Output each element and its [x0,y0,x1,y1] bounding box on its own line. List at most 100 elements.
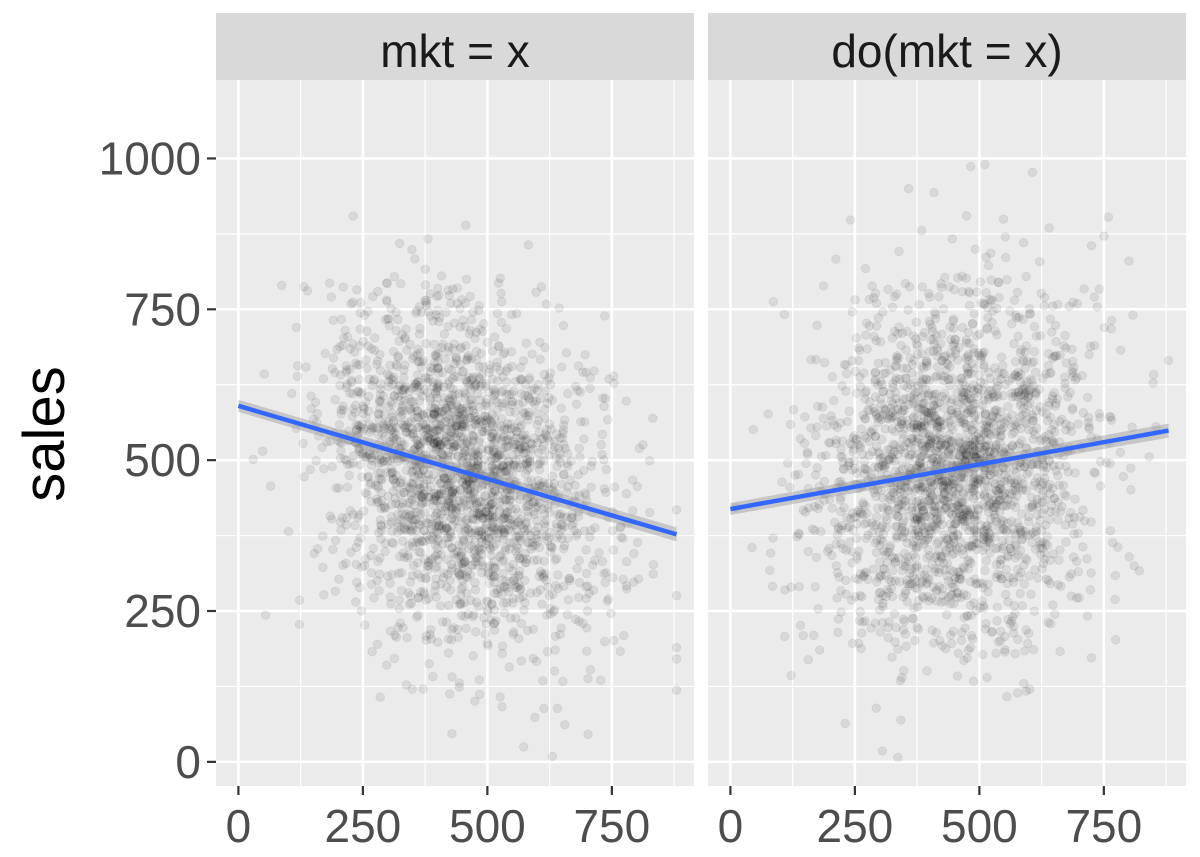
scatter-point [436,523,447,534]
scatter-point [492,308,503,319]
scatter-point [1095,456,1106,467]
scatter-point [439,568,449,578]
facet-strip-label: do(mkt = x) [831,25,1062,77]
scatter-point [960,436,971,446]
scatter-point [392,518,403,528]
scatter-point [291,322,302,333]
scatter-point [497,401,508,412]
scatter-point [1051,336,1061,347]
scatter-point [462,378,473,389]
scatter-point [890,361,900,371]
scatter-point [341,558,351,569]
scatter-point [469,450,479,461]
scatter-point [423,432,434,443]
scatter-point [968,676,979,686]
scatter-point [1073,419,1083,429]
scatter-point [466,353,477,364]
scatter-point [556,403,567,414]
scatter-point [944,417,954,427]
scatter-point [287,388,297,399]
scatter-point [545,609,556,619]
scatter-point [1066,569,1076,579]
scatter-point [432,442,442,453]
scatter-point [441,436,452,447]
scatter-point [497,648,508,659]
scatter-point [416,516,427,527]
scatter-point [780,585,790,595]
scatter-point [1110,570,1121,581]
scatter-point [817,402,828,412]
scatter-point [421,297,432,308]
scatter-point [411,612,422,622]
scatter-point [320,348,331,359]
scatter-point [424,435,435,446]
scatter-point [898,592,909,602]
scatter-point [429,488,439,499]
scatter-point [579,526,590,536]
scatter-point [966,368,976,379]
scatter-point [904,451,914,461]
scatter-point [627,475,638,485]
scatter-point [481,522,491,533]
scatter-point [537,444,547,455]
scatter-point [378,456,389,466]
scatter-point [935,416,946,426]
scatter-point [521,460,532,470]
scatter-point [819,357,830,368]
scatter-point [499,508,509,519]
scatter-point [417,492,428,503]
scatter-point [1021,271,1031,282]
scatter-point [477,370,487,381]
scatter-point [536,282,547,292]
scatter-point [1118,471,1129,482]
scatter-point [942,359,953,370]
scatter-point [648,559,659,570]
scatter-point [472,451,483,462]
scatter-point [1066,426,1077,437]
scatter-point [454,571,465,581]
scatter-point [334,419,345,430]
scatter-point [860,394,870,404]
scatter-point [428,449,439,460]
scatter-point [465,478,476,488]
scatter-point [489,486,500,496]
scatter-point [514,494,525,505]
scatter-point [539,518,550,529]
scatter-point [582,496,592,506]
scatter-point [419,465,429,476]
scatter-point [423,234,433,244]
scatter-point [1095,481,1106,491]
scatter-point [328,315,339,326]
scatter-point [501,598,512,608]
scatter-point [431,351,442,362]
scatter-point [380,538,391,549]
scatter-point [327,363,338,374]
scatter-point [441,523,452,533]
scatter-point [431,574,441,584]
scatter-point [871,298,882,309]
scatter-point [547,485,558,495]
scatter-point [362,489,372,500]
scatter-point [400,334,410,344]
scatter-point [558,469,569,480]
scatter-point [535,456,546,466]
scatter-point [413,412,424,423]
scatter-point [648,413,658,424]
x-tick-label: 500 [449,800,526,852]
scatter-point [945,630,956,640]
scatter-point [387,569,397,580]
scatter-point [486,491,496,502]
scatter-point [996,374,1006,384]
scatter-point [477,379,487,389]
scatter-point [1019,579,1029,589]
scatter-point [1065,507,1076,518]
scatter-point [522,537,532,548]
scatter-point [541,531,552,542]
scatter-point [508,598,518,608]
scatter-point [374,569,385,579]
scatter-point [511,439,521,450]
scatter-point [470,557,481,567]
scatter-point [747,542,757,553]
scatter-point [455,403,465,414]
scatter-point [419,589,430,599]
